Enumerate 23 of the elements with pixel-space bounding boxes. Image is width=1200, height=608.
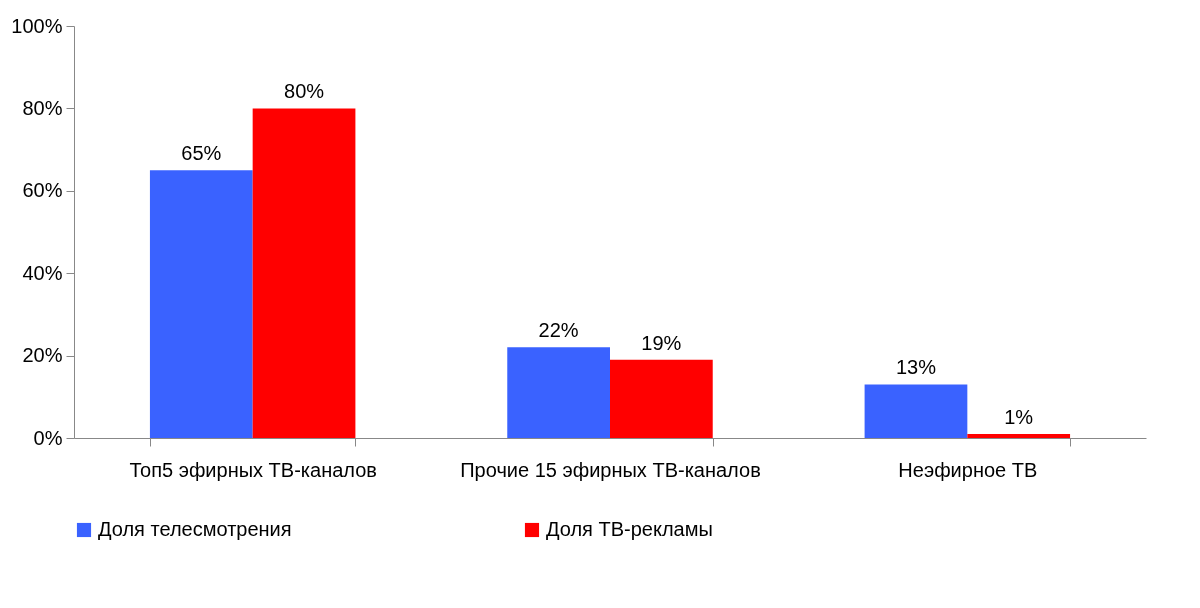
bar	[507, 347, 610, 438]
bar	[864, 384, 968, 438]
y-tick-label: 20%	[22, 344, 63, 367]
data-label: 22%	[538, 319, 579, 342]
data-label: 13%	[895, 356, 937, 379]
x-tick-label: Неэфирное ТВ	[898, 458, 1038, 481]
y-tick-label: 0%	[33, 426, 63, 449]
legend-label: Доля телесмотрения	[98, 518, 292, 540]
x-tick-label: Топ5 эфирных ТВ-каналов	[129, 458, 377, 481]
y-tick-label: 60%	[22, 179, 63, 202]
data-label: 19%	[641, 331, 682, 354]
y-tick-label: 80%	[22, 96, 63, 119]
y-tick-label: 40%	[22, 261, 63, 284]
x-tick-label: Прочие 15 эфирных ТВ-каналов	[460, 458, 761, 481]
bar	[252, 108, 356, 438]
bar	[610, 359, 713, 438]
y-tick-label: 100%	[11, 14, 63, 37]
legend-label: Доля ТВ-рекламы	[546, 518, 713, 540]
data-label: 65%	[181, 142, 222, 165]
bar	[149, 170, 253, 438]
data-label: 1%	[1004, 405, 1034, 428]
bar	[967, 433, 1071, 438]
data-label: 80%	[284, 80, 325, 103]
